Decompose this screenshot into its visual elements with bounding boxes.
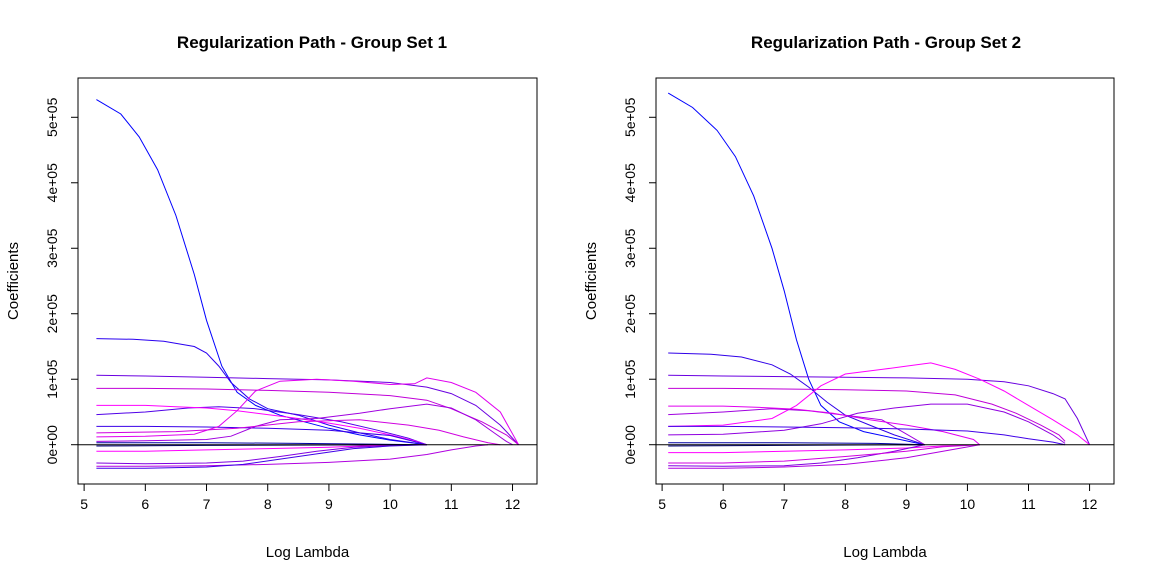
series-group bbox=[667, 92, 1091, 469]
y-tick-label: 4e+05 bbox=[622, 163, 638, 203]
series-line-10 bbox=[668, 442, 925, 446]
x-tick-label: 6 bbox=[141, 496, 149, 512]
y-tick-label: 5e+05 bbox=[622, 97, 638, 137]
x-axis: 5 6 7 8 9 10 11 12 bbox=[658, 484, 1098, 512]
x-tick-label: 12 bbox=[1082, 496, 1098, 512]
x-tick-label: 9 bbox=[902, 496, 910, 512]
x-tick-label: 11 bbox=[444, 496, 459, 512]
series-line-4 bbox=[668, 387, 1066, 442]
series-line-14 bbox=[96, 444, 427, 465]
series-line-3 bbox=[668, 374, 1091, 445]
series-group bbox=[96, 99, 520, 469]
chart-title: Regularization Path - Group Set 2 bbox=[751, 33, 1021, 52]
series-line-13 bbox=[668, 444, 925, 467]
x-tick-label: 5 bbox=[658, 496, 666, 512]
series-line-1 bbox=[667, 92, 925, 446]
x-tick-label: 8 bbox=[264, 496, 272, 512]
y-tick-label: 4e+05 bbox=[44, 163, 60, 203]
series-line-14 bbox=[668, 444, 980, 469]
series-line-7 bbox=[96, 425, 427, 446]
y-tick-label: 0e+00 bbox=[622, 425, 638, 465]
series-line-5 bbox=[668, 362, 1090, 446]
x-tick-label: 10 bbox=[960, 496, 976, 512]
x-axis: 5 6 7 8 9 10 11 12 bbox=[80, 484, 521, 512]
series-line-12 bbox=[668, 444, 980, 454]
series-line-9 bbox=[96, 403, 513, 446]
x-tick-label: 9 bbox=[325, 496, 333, 512]
series-line-16 bbox=[96, 444, 427, 469]
y-tick-label: 2e+05 bbox=[44, 294, 60, 334]
series-line-4 bbox=[96, 387, 519, 446]
series-line-12 bbox=[96, 419, 501, 446]
series-line-15 bbox=[668, 444, 980, 464]
x-tick-label: 12 bbox=[505, 496, 521, 512]
y-axis: 0e+00 1e+05 2e+05 3e+05 4e+05 5e+05 bbox=[44, 97, 78, 464]
chart-panel-1: Regularization Path - Group Set 1 5 6 7 8 9 10… bbox=[5, 33, 538, 561]
x-tick-label: 8 bbox=[841, 496, 849, 512]
x-tick-label: 5 bbox=[80, 496, 88, 512]
y-tick-label: 3e+05 bbox=[44, 228, 60, 268]
y-axis-label: Coefficients bbox=[5, 242, 22, 320]
series-line-2 bbox=[668, 352, 925, 446]
series-line-15 bbox=[96, 444, 489, 467]
y-tick-label: 3e+05 bbox=[622, 228, 638, 268]
series-line-10 bbox=[96, 442, 427, 446]
x-tick-label: 7 bbox=[203, 496, 211, 512]
y-tick-label: 1e+05 bbox=[44, 359, 60, 399]
y-axis-label: Coefficients bbox=[583, 242, 600, 320]
y-tick-label: 1e+05 bbox=[622, 359, 638, 399]
series-line-6 bbox=[96, 404, 427, 446]
x-axis-label: Log Lambda bbox=[843, 544, 927, 561]
plot-frame bbox=[77, 77, 538, 485]
y-tick-label: 5e+05 bbox=[44, 97, 60, 137]
series-line-8 bbox=[668, 403, 1066, 444]
series-line-9 bbox=[668, 425, 1066, 446]
series-line-2 bbox=[96, 338, 427, 446]
series-line-13 bbox=[96, 444, 427, 452]
series-line-3 bbox=[96, 374, 519, 446]
series-line-1 bbox=[96, 99, 427, 446]
x-axis-label: Log Lambda bbox=[266, 544, 350, 561]
series-line-7 bbox=[668, 405, 981, 446]
series-line-5 bbox=[96, 406, 427, 446]
chart-panel-2: Regularization Path - Group Set 2 5 6 7 8 9 10… bbox=[583, 33, 1115, 561]
x-tick-label: 10 bbox=[382, 496, 398, 512]
y-tick-label: 2e+05 bbox=[622, 294, 638, 334]
plot-frame bbox=[655, 77, 1115, 485]
y-axis: 0e+00 1e+05 2e+05 3e+05 4e+05 5e+05 bbox=[622, 97, 656, 464]
y-tick-label: 0e+00 bbox=[44, 425, 60, 465]
x-tick-label: 11 bbox=[1021, 496, 1036, 512]
x-tick-label: 6 bbox=[719, 496, 727, 512]
x-tick-label: 7 bbox=[780, 496, 788, 512]
chart-title: Regularization Path - Group Set 1 bbox=[177, 33, 447, 52]
